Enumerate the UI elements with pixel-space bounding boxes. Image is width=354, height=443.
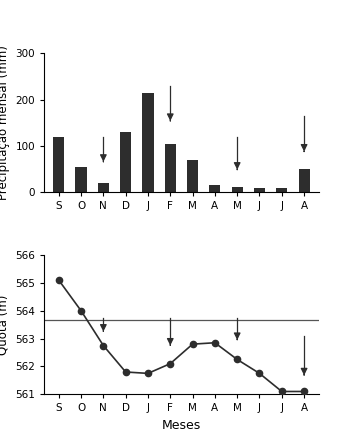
Bar <box>187 160 198 192</box>
X-axis label: Meses: Meses <box>162 419 201 432</box>
Bar <box>209 186 221 192</box>
Bar <box>165 144 176 192</box>
Bar <box>75 167 87 192</box>
Bar <box>276 188 287 192</box>
Y-axis label: Quota (m): Quota (m) <box>0 295 10 355</box>
Bar <box>98 183 109 192</box>
Bar <box>298 169 310 192</box>
Bar <box>53 137 64 192</box>
Bar <box>142 93 154 192</box>
Bar <box>254 188 265 192</box>
Bar <box>120 132 131 192</box>
Bar <box>232 187 243 192</box>
Y-axis label: Precipitação mensal (mm): Precipitação mensal (mm) <box>0 45 10 200</box>
